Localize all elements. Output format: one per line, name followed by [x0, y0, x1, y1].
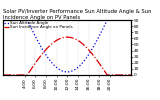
- Sun Altitude Angle: [81, 63, 83, 64]
- Sun Incidence Angle on Panels: [130, 74, 132, 76]
- Sun Incidence Angle on Panels: [81, 43, 83, 44]
- Line: Sun Altitude Angle: Sun Altitude Angle: [3, 20, 131, 72]
- Sun Altitude Angle: [2, 19, 4, 21]
- Legend: Sun Altitude Angle, Sun Incidence Angle on Panels: Sun Altitude Angle, Sun Incidence Angle …: [4, 21, 73, 30]
- Sun Incidence Angle on Panels: [111, 74, 112, 76]
- Line: Sun Incidence Angle on Panels: Sun Incidence Angle on Panels: [3, 37, 131, 75]
- Sun Incidence Angle on Panels: [3, 74, 5, 76]
- Sun Altitude Angle: [79, 65, 81, 66]
- Sun Altitude Angle: [119, 19, 121, 21]
- Sun Altitude Angle: [130, 19, 132, 21]
- Sun Incidence Angle on Panels: [79, 41, 81, 42]
- Sun Altitude Angle: [3, 19, 5, 21]
- Sun Incidence Angle on Panels: [78, 41, 80, 42]
- Sun Altitude Angle: [66, 71, 68, 72]
- Sun Altitude Angle: [78, 66, 80, 67]
- Text: Solar PV/Inverter Performance Sun Altitude Angle & Sun Incidence Angle on PV Pan: Solar PV/Inverter Performance Sun Altitu…: [3, 9, 152, 20]
- Sun Altitude Angle: [111, 19, 112, 21]
- Sun Incidence Angle on Panels: [119, 74, 121, 76]
- Sun Incidence Angle on Panels: [2, 74, 4, 76]
- Sun Incidence Angle on Panels: [66, 36, 68, 38]
